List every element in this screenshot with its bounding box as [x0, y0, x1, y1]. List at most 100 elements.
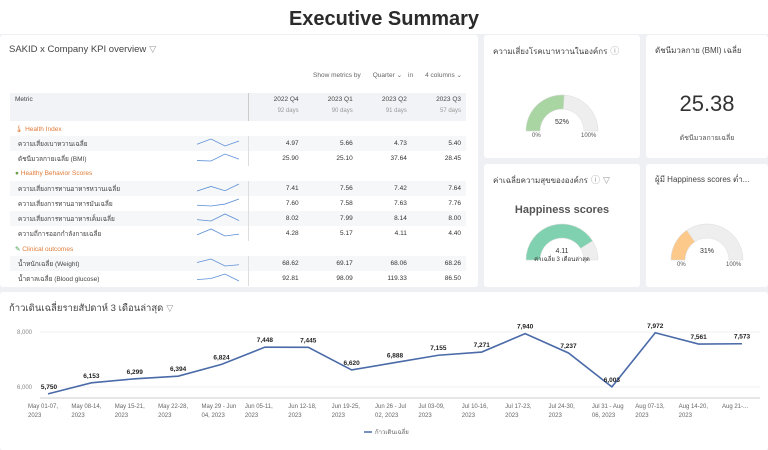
show-metrics-label: Show metrics by [313, 72, 361, 79]
metric-value: 7.60 [285, 200, 299, 207]
col-header: 2022 Q4 92 days [248, 93, 304, 121]
bmi-sub: ดัชนีมวลกายเฉลี่ย [679, 135, 735, 142]
metric-label: น้ำตาลเฉลี่ย (Blood glucose) [18, 275, 100, 283]
data-label: 7,445 [300, 337, 317, 344]
card-title: ผู้มี Happiness scores ต่ำ... [655, 175, 750, 184]
metric-value: 98.09 [336, 275, 353, 282]
page-title: Executive Summary [0, 0, 768, 34]
bmi-card: ดัชนีมวลกาย (BMI) เฉลี่ย 25.38 ดัชนีมวลก… [646, 35, 768, 158]
table-row[interactable]: น้ำตาลเฉลี่ย (Blood glucose) 92.81 98.09 11… [10, 271, 466, 286]
data-label: 6,824 [213, 354, 230, 361]
metric-value: 68.06 [357, 256, 412, 271]
metric-value: 5.40 [411, 136, 466, 151]
data-label: 7,237 [560, 343, 577, 350]
table-row[interactable]: ความถี่การออกกำลังกายเฉลี่ย 4.28 5.17 4.11 4… [10, 226, 466, 241]
metric-value: 7.41 [248, 181, 304, 196]
metric-label: ดัชนีมวลกายเฉลี่ย (BMI) [18, 155, 87, 163]
data-label: 6,394 [170, 366, 187, 373]
x-tick-label: Aug 07-13, 2023 [635, 404, 665, 419]
metric-label: ความเสี่ยงการทานอาหารเค็มเฉลี่ย [10, 211, 189, 226]
diabetes-gauge: 52% [525, 94, 599, 132]
sparkline [197, 228, 240, 237]
table-row[interactable]: ความเสี่ยงการทานอาหารเค็มเฉลี่ย 8.02 7.99 8… [10, 211, 466, 226]
gauge-max: 100% [581, 133, 597, 139]
filter-icon[interactable]: ▽ [166, 303, 174, 313]
thermometer-icon: 🌡︎ [15, 125, 24, 133]
info-icon[interactable]: ⓘ [590, 175, 600, 185]
x-tick-label: May 29 - Jun 04, 2023 [202, 404, 237, 419]
x-tick-label: Jul 24-30, 2023 [549, 404, 576, 419]
happiness-gauge: 4.11 [525, 223, 599, 261]
sparkline [197, 198, 240, 207]
card-title: ค่าเฉลี่ยความสุขขององค์กร [493, 176, 588, 185]
filter-icon[interactable]: ▽ [149, 44, 157, 54]
x-tick-label: May 01-07, 2023 [28, 404, 58, 419]
x-tick-label: Jul 31 - Aug 06, 2023 [592, 404, 624, 419]
x-tick-label: May 08-14, 2023 [71, 404, 101, 419]
low-happiness-card: ผู้มี Happiness scores ต่ำ... 31% 0% 100… [646, 164, 768, 287]
steps-line-chart: 6,000 8,000 5,750 May 01-07, 2023 6,153 May 08… [17, 323, 760, 436]
table-row[interactable]: น้ำหนักเฉลี่ย (Weight) 68.62 69.17 68.06 68.… [10, 256, 466, 271]
low-happiness-gauge: 31% [670, 223, 744, 261]
data-label: 6,003 [604, 377, 621, 384]
metric-value: 8.14 [357, 211, 412, 226]
card-title: ความเสี่ยงโรคเบาหวานในองค์กร [493, 47, 608, 56]
gauge-sub: ค่าเฉลี่ย 3 เดือนล่าสุด [534, 257, 590, 263]
y-tick-label: 8,000 [17, 330, 33, 336]
steps-chart-panel: ก้าวเดินเฉลี่ยรายสัปดาห์ 3 เดือนล่าสุด ▽ … [0, 292, 768, 450]
group-row: ✎ Clinical outcomes [15, 245, 74, 253]
data-label: 7,271 [474, 342, 491, 349]
metric-value: 7.63 [394, 200, 407, 207]
metric-value: 119.33 [387, 275, 407, 282]
green-circle-icon: ● [15, 170, 19, 177]
x-tick-label: May 15-21, 2023 [115, 404, 145, 419]
metric-value: 68.62 [248, 256, 304, 271]
sparkline [197, 273, 240, 282]
table-row[interactable]: ความเสี่ยงการทานอาหารหวานเฉลี่ย 7.41 7.56 7… [10, 181, 466, 196]
info-icon[interactable]: ⓘ [610, 46, 620, 56]
happiness-card: ค่าเฉลี่ยความสุขขององค์กร ⓘ ▽ Happiness sc… [484, 164, 640, 287]
group-row: ● Healthy Behavior Scores [15, 170, 93, 177]
table-row[interactable]: ความเสี่ยงการทานอาหารมันเฉลี่ย 7.60 7.58 7.… [10, 196, 466, 211]
series-line [47, 331, 743, 395]
kpi-table: Metric 2022 Q4 92 days 2023 Q1 90 days 2023 Q… [10, 93, 466, 286]
x-tick-label: Jul 03-09, 2023 [418, 404, 445, 419]
sparkline [197, 213, 240, 222]
metric-label: ความเสี่ยงการทานอาหารหวานเฉลี่ย [10, 181, 189, 196]
metric-label: น้ำหนักเฉลี่ย (Weight) [10, 256, 189, 271]
sparkline [197, 153, 240, 162]
columns-select[interactable]: 4 columns ⌄ [425, 72, 462, 79]
period-select[interactable]: Quarter ⌄ [372, 72, 403, 79]
metric-label: ความเสี่ยงเบาหวานเฉลี่ย [10, 136, 189, 151]
metric-label: ความเสี่ยงการทานอาหารมันเฉลี่ย [18, 200, 113, 208]
data-label: 7,155 [430, 345, 447, 352]
metric-value: 7.56 [303, 181, 358, 196]
x-tick-label: Jul 10-16, 2023 [462, 404, 489, 419]
metric-value: 4.97 [248, 136, 304, 151]
kpi-overview-panel: SAKID x Company KPI overview ▽ Show metri… [0, 35, 478, 287]
x-tick-label: Jun 05-11, 2023 [245, 404, 273, 419]
gauge-value: 4.11 [555, 248, 568, 255]
metric-value: 37.64 [390, 155, 407, 162]
x-tick-label: Aug 21-... [722, 404, 748, 410]
data-label: 6,620 [343, 360, 360, 367]
metric-value: 7.99 [303, 211, 358, 226]
chart-title: ก้าวเดินเฉลี่ยรายสัปดาห์ 3 เดือนล่าสุด [9, 303, 164, 314]
filter-icon[interactable]: ▽ [602, 175, 610, 185]
data-label: 5,750 [41, 384, 58, 391]
table-row[interactable]: ดัชนีมวลกายเฉลี่ย (BMI) 25.90 25.10 37.64 28… [10, 151, 466, 166]
gauge-min: 0% [677, 262, 686, 268]
sparkline [197, 138, 240, 147]
metric-value: 86.50 [444, 275, 461, 282]
card-title: ดัชนีมวลกาย (BMI) เฉลี่ย [655, 46, 742, 55]
data-label: 7,561 [690, 334, 707, 341]
metric-value: 28.45 [444, 155, 461, 162]
table-row[interactable]: ความเสี่ยงเบาหวานเฉลี่ย 4.97 5.66 4.73 5.40 [10, 136, 466, 151]
metric-value: 4.11 [394, 230, 407, 237]
gauge-max: 100% [726, 262, 742, 268]
metric-label: ความถี่การออกกำลังกายเฉลี่ย [18, 230, 102, 238]
gauge-fill [525, 94, 565, 132]
col-header: 2023 Q1 90 days [303, 93, 358, 121]
metric-value: 8.02 [248, 211, 304, 226]
legend-label[interactable]: ก้าวเดินเฉลี่ย [375, 428, 409, 436]
